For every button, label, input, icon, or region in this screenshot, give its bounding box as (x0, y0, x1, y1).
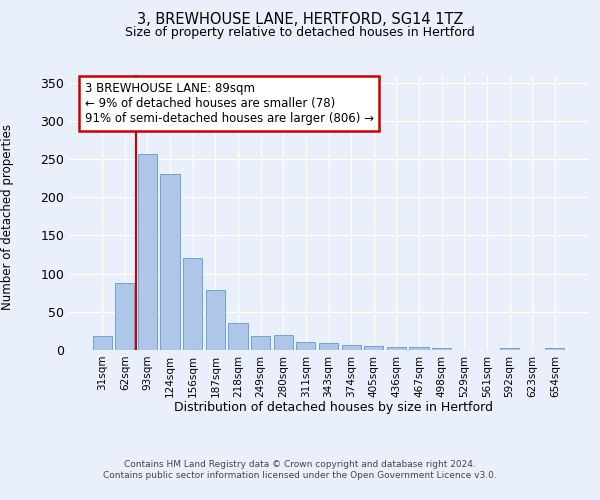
Bar (206, 290, 225, 350)
Bar (432, 348, 451, 350)
Text: Number of detached properties: Number of detached properties (1, 124, 14, 310)
Bar (545, 348, 565, 350)
Bar (319, 343, 338, 350)
Bar (341, 344, 361, 350)
Bar (500, 348, 519, 350)
Bar (183, 258, 202, 350)
Bar (138, 154, 157, 350)
Bar (251, 336, 270, 350)
Bar (115, 283, 134, 350)
Bar (296, 342, 316, 350)
Bar (229, 324, 248, 350)
Text: Contains HM Land Registry data © Crown copyright and database right 2024.
Contai: Contains HM Land Registry data © Crown c… (103, 460, 497, 479)
Bar (409, 347, 428, 350)
Bar (92, 336, 112, 350)
Bar (387, 347, 406, 350)
Text: 3 BREWHOUSE LANE: 89sqm
← 9% of detached houses are smaller (78)
91% of semi-det: 3 BREWHOUSE LANE: 89sqm ← 9% of detached… (85, 82, 374, 125)
Bar (160, 174, 180, 350)
Text: 3, BREWHOUSE LANE, HERTFORD, SG14 1TZ: 3, BREWHOUSE LANE, HERTFORD, SG14 1TZ (137, 12, 463, 26)
Bar (274, 336, 293, 350)
Text: Distribution of detached houses by size in Hertford: Distribution of detached houses by size … (173, 401, 493, 414)
Text: Size of property relative to detached houses in Hertford: Size of property relative to detached ho… (125, 26, 475, 39)
Bar (364, 346, 383, 350)
